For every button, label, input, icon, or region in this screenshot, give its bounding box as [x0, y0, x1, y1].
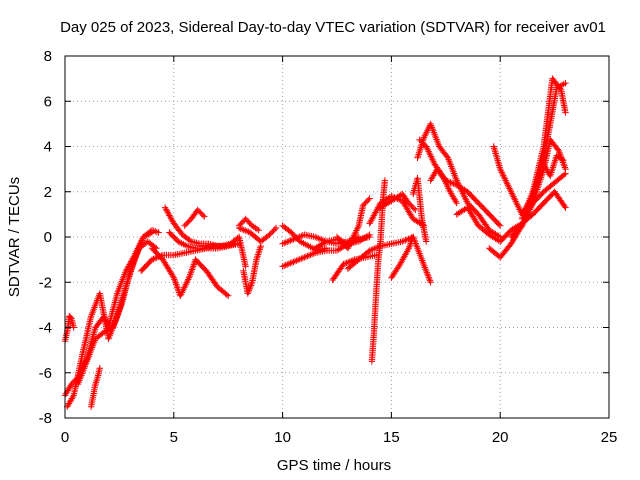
x-tick-label: 15	[383, 429, 400, 446]
series-points	[240, 242, 264, 297]
series-points	[518, 75, 569, 223]
y-tick-label: -8	[39, 410, 52, 427]
y-tick-label: -4	[39, 320, 52, 337]
series-points	[329, 251, 380, 284]
series-t24	[388, 233, 434, 286]
series-t34	[540, 152, 567, 180]
series-t1	[61, 313, 77, 345]
axis-tick-labels: 0 5 10 15 20 25 -8 -6 -4 -2 0 2 4 6 8	[39, 48, 618, 446]
series-points	[368, 177, 389, 365]
x-tick-label: 25	[601, 429, 618, 446]
series-points	[181, 206, 208, 229]
x-tick-label: 20	[492, 429, 509, 446]
x-tick-label: 0	[61, 429, 69, 446]
series-t21	[368, 177, 389, 365]
series-points	[377, 190, 419, 214]
series-points	[427, 165, 460, 207]
series-points	[410, 175, 430, 245]
series-points	[388, 233, 434, 286]
x-axis-label: GPS time / hours	[277, 457, 391, 474]
y-tick-label: -6	[39, 365, 52, 382]
series-points	[540, 152, 567, 180]
y-tick-label: 8	[44, 48, 52, 65]
series-t23	[377, 190, 419, 214]
series-points	[61, 313, 77, 345]
series-t13	[235, 215, 262, 234]
series-points	[87, 365, 103, 410]
series-points	[333, 195, 373, 252]
series-t27	[427, 165, 460, 207]
y-tick-label: 6	[44, 93, 52, 110]
y-axis-label: SDTVAR / TECUs	[6, 177, 23, 297]
y-tick-label: 2	[44, 184, 52, 201]
series-points	[235, 215, 262, 234]
series-t28	[410, 175, 430, 245]
y-tick-label: 4	[44, 139, 52, 156]
series-points	[74, 238, 160, 388]
data-series	[61, 75, 569, 410]
y-tick-label: 0	[44, 229, 52, 246]
series-points	[166, 229, 249, 270]
series-t18	[329, 251, 380, 284]
series-t11	[240, 242, 264, 297]
series-t9	[166, 229, 249, 270]
series-t5	[87, 365, 103, 410]
axis-ticks	[64, 55, 610, 419]
series-t33	[518, 75, 569, 223]
series-t10	[181, 206, 208, 229]
x-tick-label: 10	[274, 429, 291, 446]
x-tick-label: 5	[170, 429, 178, 446]
series-t19	[333, 195, 373, 252]
series-t7	[148, 245, 232, 299]
series-points	[148, 245, 232, 299]
series-t4	[74, 238, 160, 388]
y-tick-label: -2	[39, 274, 52, 291]
chart-title: Day 025 of 2023, Sidereal Day-to-day VTE…	[60, 19, 606, 36]
